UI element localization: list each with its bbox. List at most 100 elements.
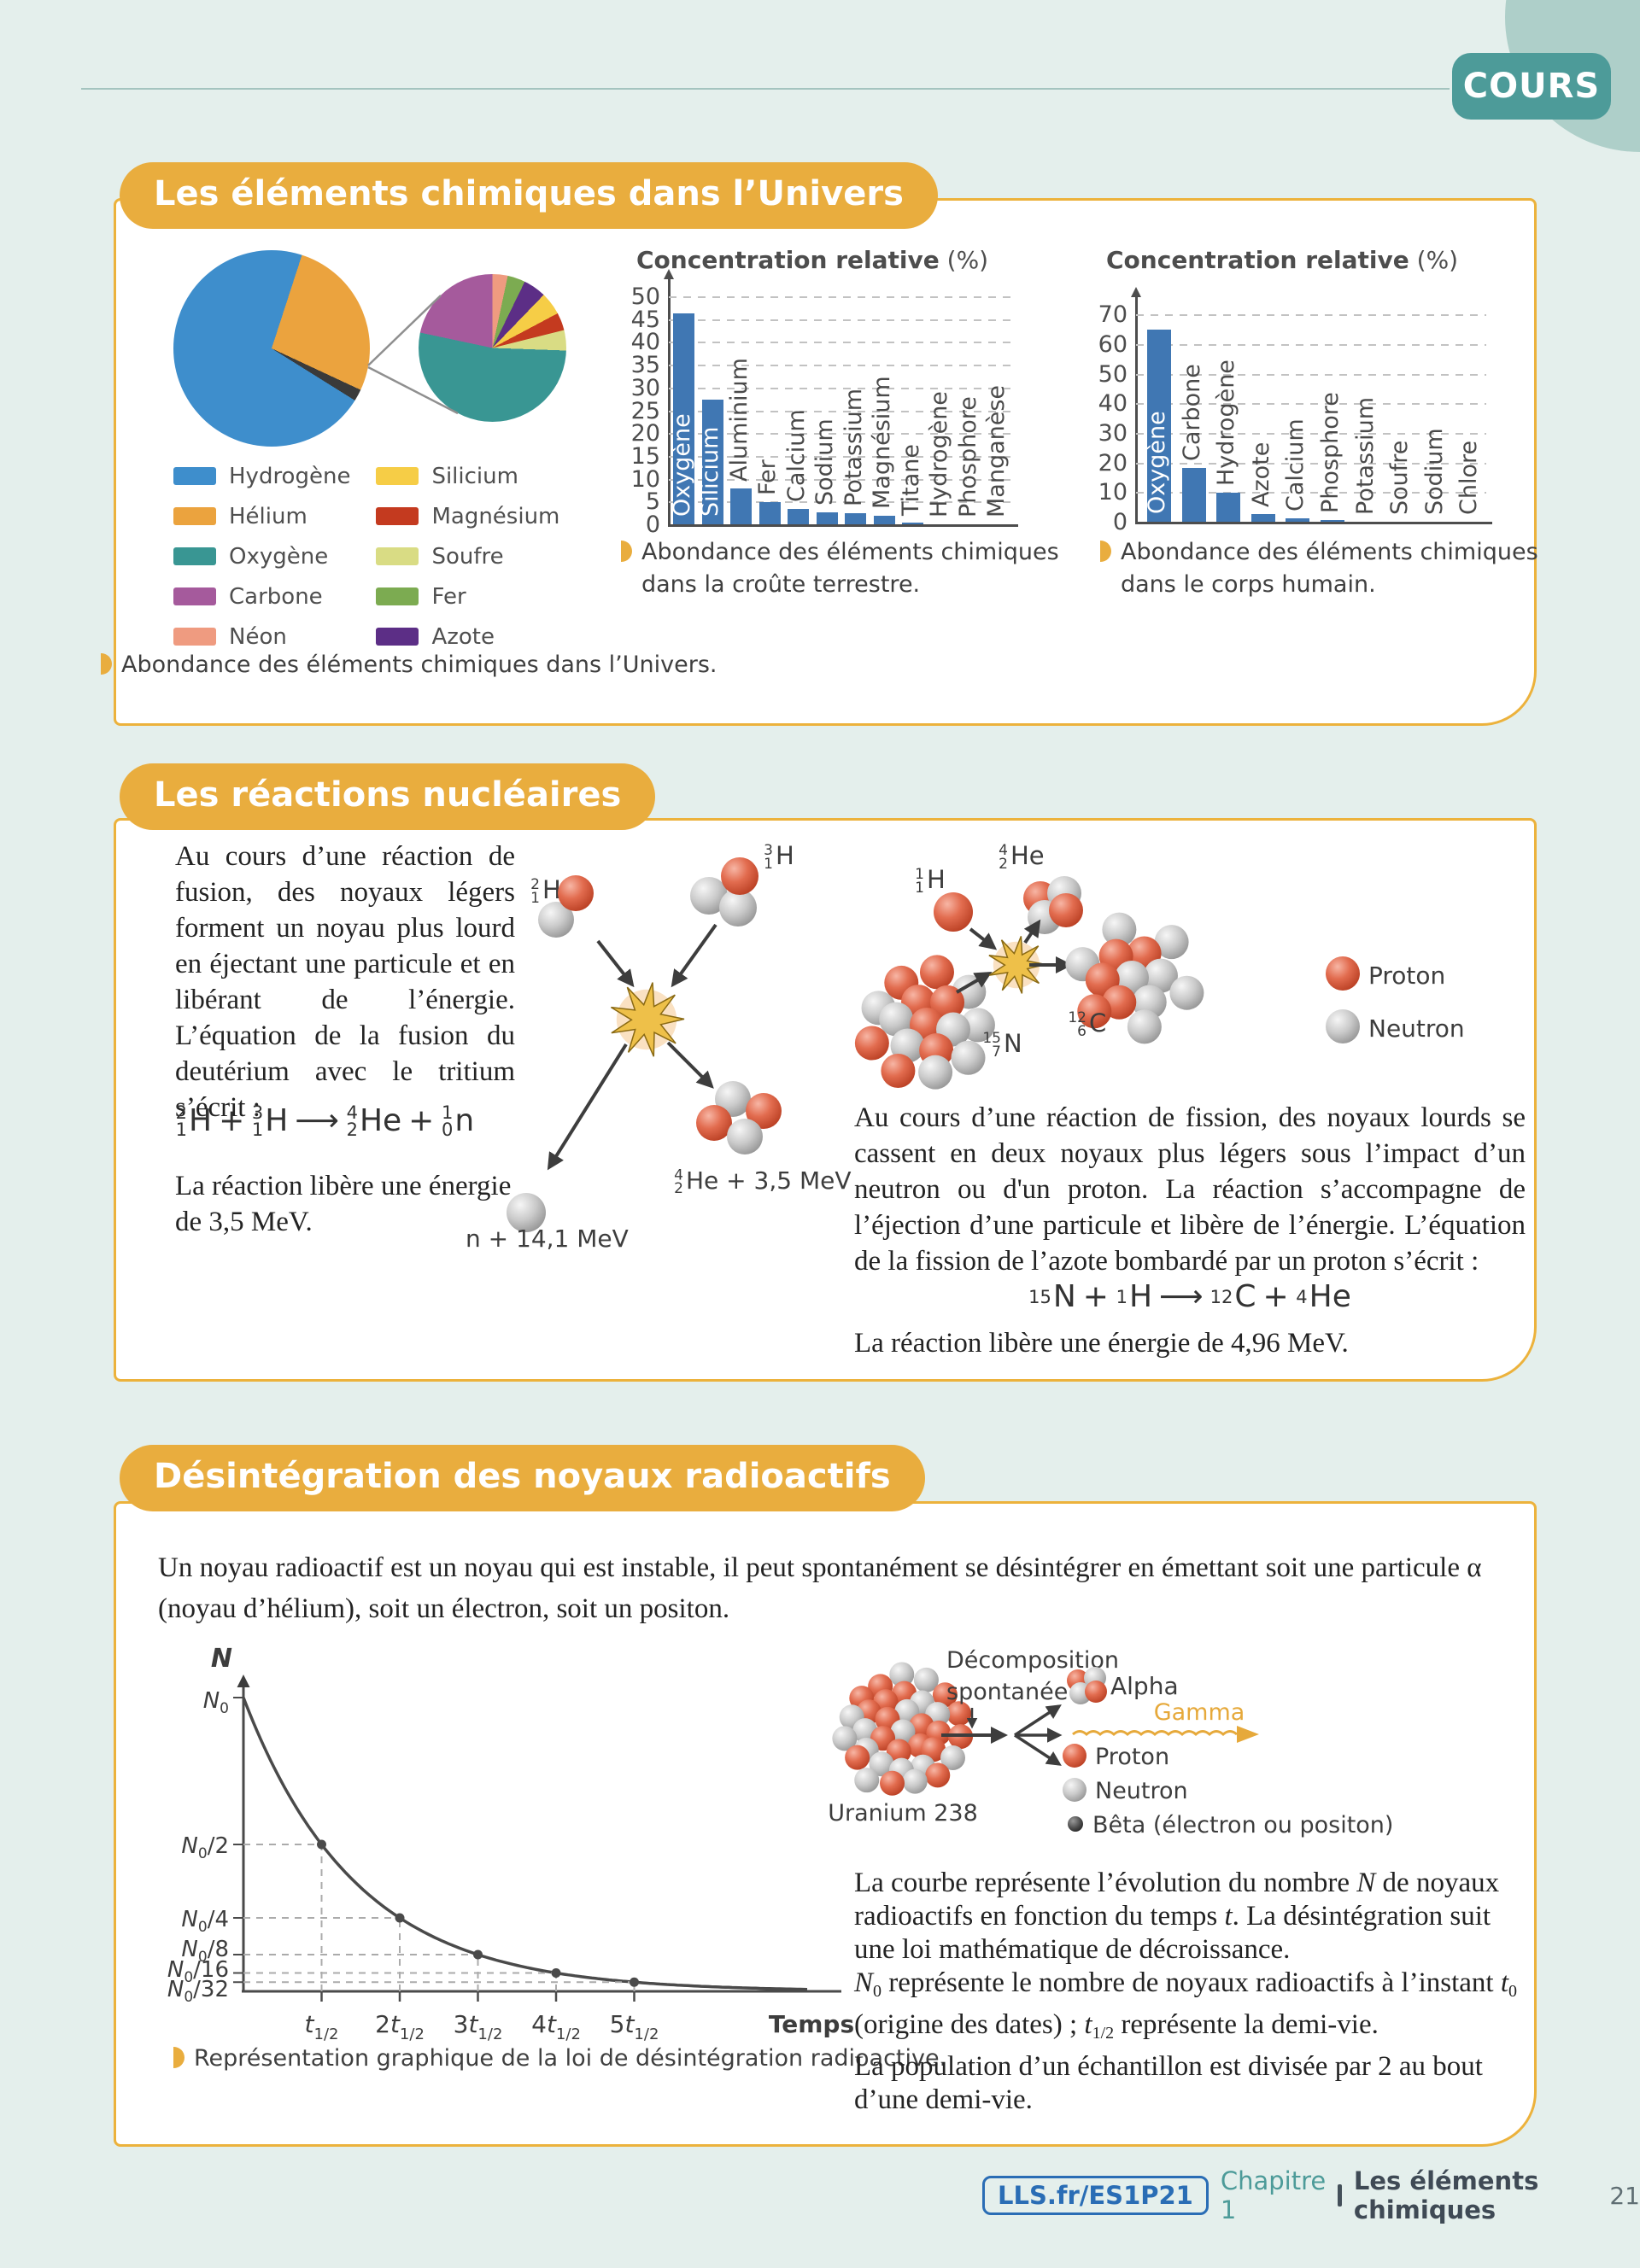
- gridline: [1136, 432, 1486, 435]
- section-title-nuclear: Les réactions nucléaires: [120, 763, 656, 830]
- bar-label: Calcium: [1282, 418, 1309, 511]
- y-tick-label: 50: [1098, 360, 1128, 388]
- equation-operator: +: [1262, 1279, 1289, 1314]
- text-run: N: [1356, 1868, 1376, 1898]
- nuclide-symbol: He: [359, 1103, 402, 1138]
- gridline: [1136, 314, 1486, 317]
- bar: [1147, 330, 1171, 523]
- y-tick-label: 70: [1098, 301, 1128, 329]
- bar-label: Calcium: [782, 409, 810, 503]
- bar: [873, 516, 895, 525]
- crust-chart-title-unit: (%): [939, 246, 989, 274]
- bar: [845, 513, 866, 525]
- fission-energy: La réaction libère une énergie de 4,96 M…: [854, 1328, 1349, 1359]
- gridline: [1136, 403, 1486, 406]
- section-box-nuclear: [114, 818, 1537, 1382]
- equation-operator: +: [408, 1103, 435, 1138]
- bar: [1216, 493, 1241, 523]
- y-tick-label: 0: [645, 511, 660, 538]
- bar-label: Oxygène: [668, 413, 695, 517]
- nuclide-indices: 1: [1116, 1288, 1128, 1306]
- bar: [816, 512, 838, 525]
- fusion-paragraph: Au cours d’une réaction de fusion, des n…: [175, 841, 515, 1123]
- legend-swatch: [173, 628, 216, 646]
- caption-body: Abondance des éléments chimiques dans le …: [1100, 536, 1538, 601]
- crust-chart-title-bold: Concentration relative: [636, 246, 940, 274]
- paragraph-line: N0 représente le nombre de noyaux radioa…: [854, 1967, 1531, 2050]
- gridline: [669, 478, 1012, 481]
- y-tick-label: 40: [630, 329, 660, 356]
- body-bar-chart: 0 10 20 30 40 50 60 70 Oxygène Carbone Hydrogène Az…: [1085, 282, 1495, 535]
- caption-bullet-icon: [1100, 541, 1111, 562]
- text-run: de noyaux radioactifs en fonction du tem…: [854, 1868, 1500, 1932]
- gridline: [669, 455, 1012, 458]
- legend-item: Oxygène: [173, 536, 350, 576]
- y-tick-label: 50: [630, 284, 660, 310]
- legend-label: Hélium: [229, 503, 308, 529]
- equation-operator: +: [1082, 1279, 1109, 1314]
- legend-label: Carbone: [229, 583, 323, 610]
- y-tick-label: 20: [1098, 449, 1128, 476]
- section-title-universe: Les éléments chimiques dans l’Univers: [120, 162, 938, 229]
- text-run: t: [1084, 2009, 1092, 2040]
- bar-label: Phosphore: [1317, 391, 1344, 513]
- legend-label: Silicium: [431, 463, 518, 489]
- text-run: La population d’un échantillon est divis…: [854, 2051, 1483, 2115]
- legend-swatch: [173, 587, 216, 605]
- bar: [1286, 517, 1310, 523]
- nuclide: 4 2 He: [346, 1103, 402, 1138]
- y-tick-label: 30: [1098, 419, 1128, 447]
- paragraph-line: La courbe représente l’évolution du nomb…: [854, 1867, 1531, 1967]
- bar-label: Aluminium: [725, 358, 753, 482]
- legend-label: Hydrogène: [229, 463, 351, 489]
- text-run: 1/2: [1092, 2024, 1115, 2043]
- bar-label: Sodium: [1420, 428, 1448, 515]
- nuclide: 12 C: [1210, 1279, 1256, 1314]
- body-chart-title: Concentration relative (%): [1106, 246, 1458, 274]
- text-run: . La désintégration suit une loi mathéma…: [854, 1901, 1491, 1965]
- footer-link-code[interactable]: LLS.fr/ES1P21: [982, 2176, 1209, 2215]
- y-tick-label: 10: [1098, 479, 1128, 506]
- bar-label: Hydrogène: [926, 391, 952, 517]
- bar-label: Manganèse: [983, 384, 1010, 517]
- fission-equation: 15 N +1 H ⟶ 12 C +4 He: [854, 1279, 1526, 1314]
- caption-decay-curve: Représentation graphique de la loi de dé…: [173, 2043, 946, 2075]
- y-tick-label: 45: [630, 306, 660, 333]
- top-rule: [81, 88, 1450, 90]
- equation-operator: +: [219, 1103, 245, 1138]
- body-chart-title-unit: (%): [1409, 246, 1459, 274]
- footer-chapter: Chapitre 1: [1220, 2166, 1327, 2224]
- nuclide-symbol: H: [189, 1103, 213, 1138]
- bar: [701, 400, 723, 525]
- footer: LLS.fr/ES1P21 Chapitre 1 Les éléments ch…: [982, 2166, 1640, 2224]
- gridline: [669, 433, 1012, 435]
- universe-pie-legend: Hydrogène Hélium Oxygène Carbone Néon Siliciu…: [173, 456, 559, 657]
- body-chart-title-bold: Concentration relative: [1106, 246, 1409, 274]
- gridline: [1136, 492, 1486, 494]
- bar: [1181, 467, 1206, 523]
- nuclide-mass: 3: [251, 1102, 264, 1123]
- fission-paragraph: Au cours d’une réaction de fission, des …: [854, 1102, 1526, 1277]
- gridline: [1136, 343, 1486, 346]
- caption-decay-text: Représentation graphique de la loi de dé…: [194, 2045, 947, 2072]
- legend-swatch: [173, 547, 216, 565]
- bar-label: Potassium: [840, 389, 867, 507]
- legend-swatch: [173, 507, 216, 525]
- footer-chapter-title: Les éléments chimiques: [1353, 2166, 1539, 2224]
- caption-bullet-icon: [173, 2047, 184, 2068]
- legend-label: Néon: [229, 623, 287, 650]
- paragraph-line: La population d’un échantillon est divis…: [854, 2050, 1531, 2117]
- legend-item: Carbone: [173, 576, 350, 617]
- y-tick-label: 10: [630, 465, 660, 493]
- caption-bullet-icon: [101, 653, 112, 675]
- nuclide-indices: 4: [1296, 1288, 1307, 1306]
- nuclide-symbol: He: [1309, 1279, 1351, 1314]
- bar: [758, 502, 781, 525]
- gridline: [669, 365, 1012, 367]
- caption-body-text: Abondance des éléments chimiques dans le …: [1121, 539, 1538, 598]
- y-tick-label: 5: [645, 488, 660, 516]
- bar: [673, 313, 694, 525]
